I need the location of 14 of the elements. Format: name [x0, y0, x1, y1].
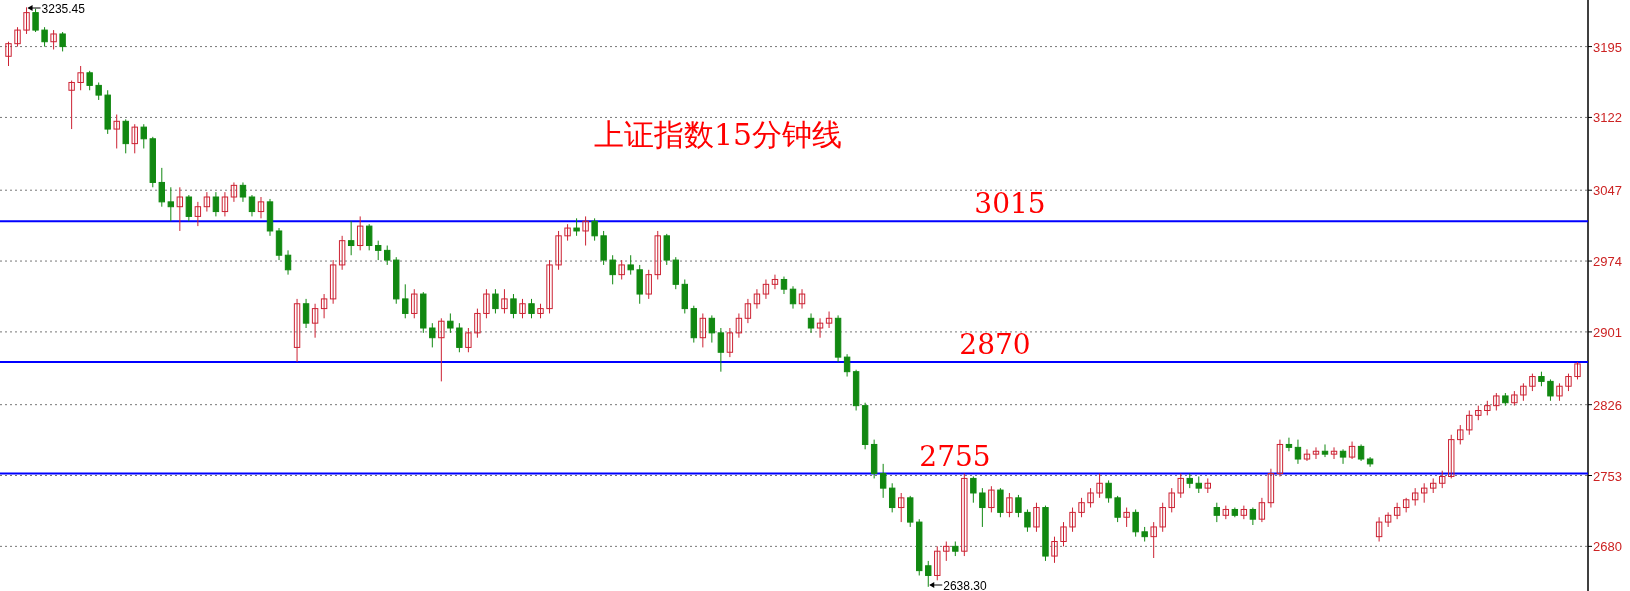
- y-tick-label: 3122: [1593, 110, 1622, 126]
- y-tick-label: 2826: [1593, 397, 1622, 413]
- ref-line-label: 2755: [919, 439, 991, 473]
- ref-line-label: 2870: [959, 327, 1031, 361]
- y-tick-label: 2680: [1593, 539, 1622, 555]
- annotation: 3235.45: [41, 1, 86, 16]
- y-tick-label: 2753: [1593, 468, 1622, 484]
- y-tick-label: 2974: [1593, 254, 1622, 270]
- text: 上证指数15分钟线: [593, 117, 843, 152]
- y-tick-label: 2901: [1593, 324, 1622, 340]
- annotation: 2638.30: [943, 578, 987, 591]
- y-tick-label: 3195: [1593, 39, 1622, 55]
- y-tick-label: 3047: [1593, 183, 1622, 199]
- ref-line-label: 3015: [974, 187, 1046, 221]
